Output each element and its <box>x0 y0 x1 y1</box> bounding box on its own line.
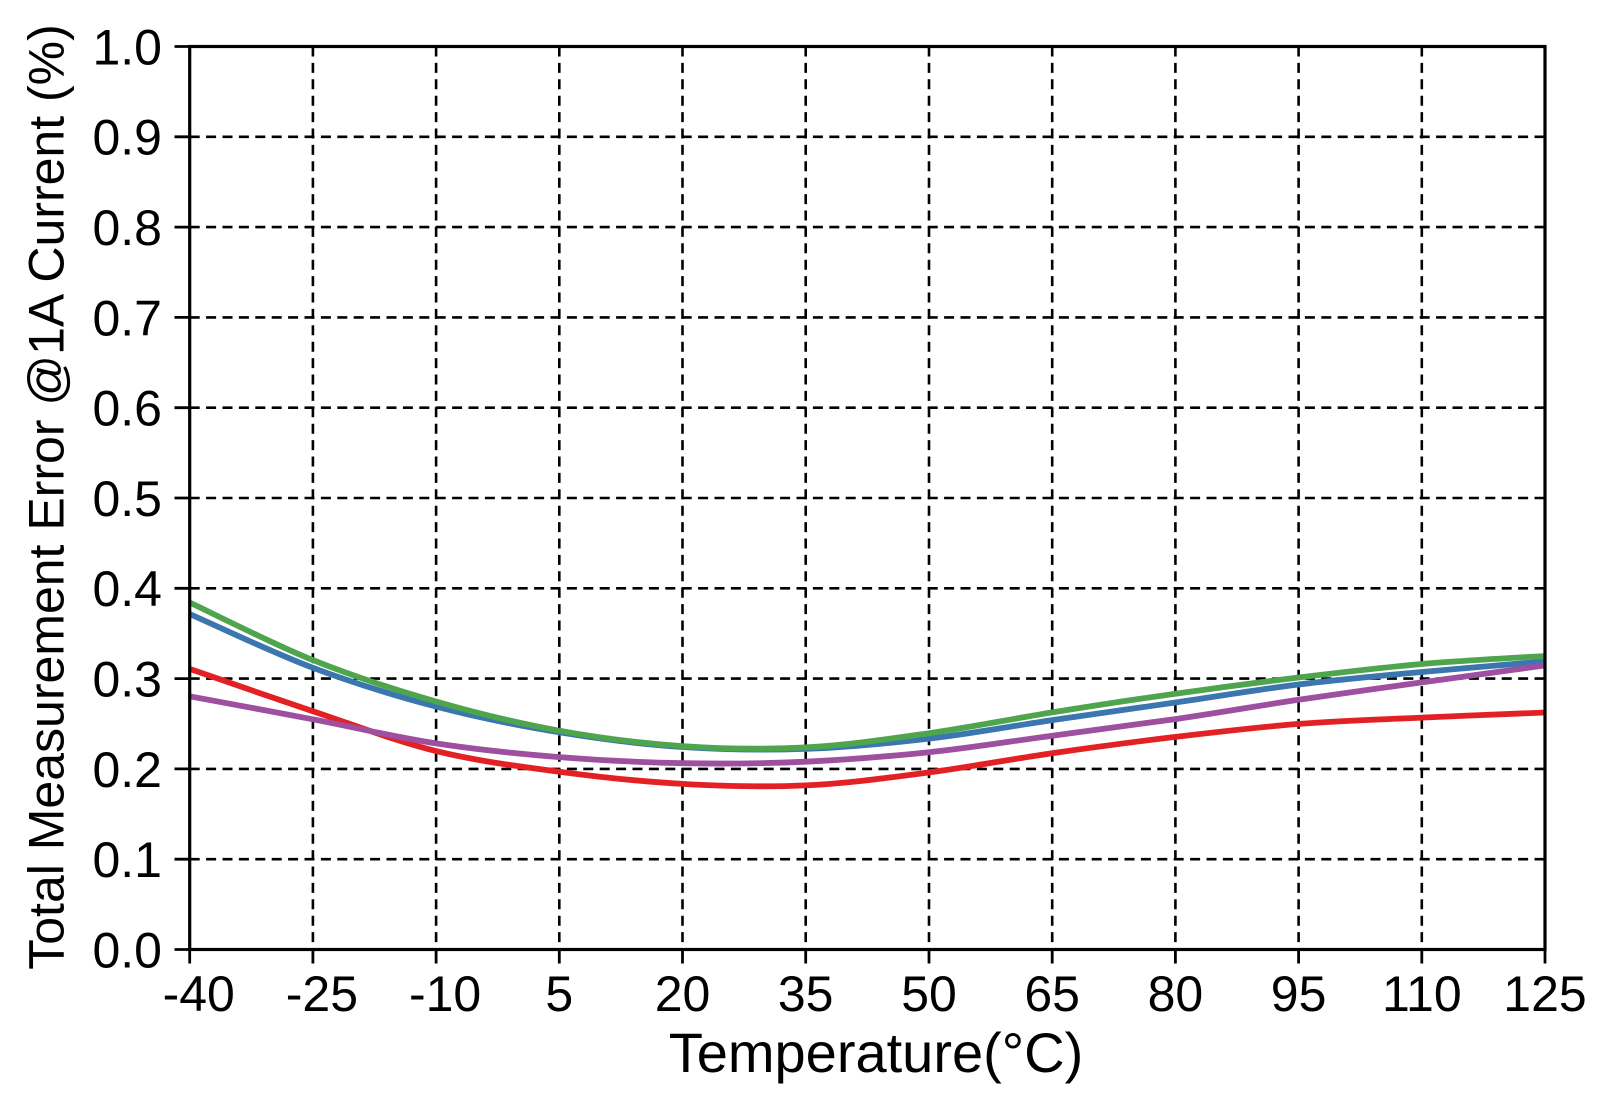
svg-text:0.1: 0.1 <box>92 832 162 888</box>
svg-text:5: 5 <box>545 966 573 1022</box>
svg-text:95: 95 <box>1271 966 1327 1022</box>
svg-text:-10: -10 <box>409 966 481 1022</box>
svg-text:0.8: 0.8 <box>92 200 162 256</box>
svg-text:Temperature(°C): Temperature(°C) <box>669 1021 1084 1084</box>
svg-text:0.2: 0.2 <box>92 742 162 798</box>
svg-text:110: 110 <box>1382 966 1462 1022</box>
svg-text:80: 80 <box>1148 966 1204 1022</box>
svg-text:35: 35 <box>778 966 834 1022</box>
svg-text:20: 20 <box>655 966 711 1022</box>
svg-text:-40: -40 <box>163 966 235 1022</box>
svg-text:-25: -25 <box>286 966 358 1022</box>
svg-text:50: 50 <box>901 966 957 1022</box>
svg-text:0.3: 0.3 <box>92 652 162 708</box>
svg-text:125: 125 <box>1503 966 1586 1022</box>
svg-text:65: 65 <box>1024 966 1080 1022</box>
svg-text:Total Measurement Error @1A Cu: Total Measurement Error @1A Current (%) <box>19 24 75 970</box>
svg-text:0.5: 0.5 <box>92 471 162 527</box>
svg-text:0.0: 0.0 <box>92 922 162 978</box>
svg-text:0.4: 0.4 <box>92 561 162 617</box>
svg-text:0.7: 0.7 <box>92 290 162 346</box>
svg-text:0.9: 0.9 <box>92 110 162 166</box>
svg-text:1.0: 1.0 <box>92 19 162 75</box>
svg-text:0.6: 0.6 <box>92 381 162 437</box>
